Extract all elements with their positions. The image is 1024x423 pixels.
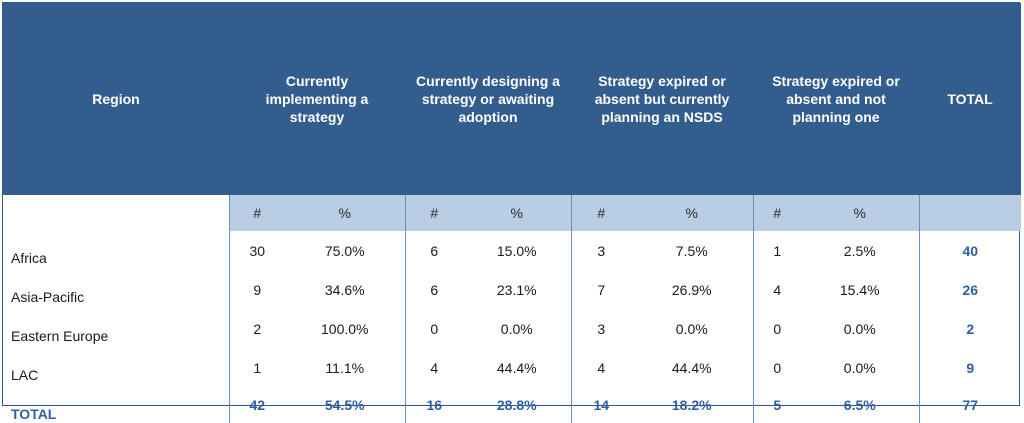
- total-count: 5: [752, 387, 801, 423]
- subheader-count: #: [404, 195, 463, 231]
- subheader-blank: [3, 195, 229, 231]
- table-row: LAC 1 11.1% 4 44.4% 4 44.4% 0 0.0% 9: [3, 348, 1021, 387]
- cell-count: 6: [404, 231, 463, 270]
- cell-count: 0: [752, 348, 801, 387]
- cell-count: 4: [570, 348, 631, 387]
- cell-total: 9: [918, 348, 1021, 387]
- cell-pct: 75.0%: [324, 242, 365, 259]
- total-count: 16: [404, 387, 463, 423]
- data-table: Region Currently implementing a strategy…: [3, 3, 1021, 423]
- total-count: 42: [228, 387, 285, 423]
- header-implementing: Currently implementing a strategy: [229, 3, 405, 195]
- cell-count: 7: [570, 270, 631, 309]
- total-pct: 54.5%: [324, 397, 365, 413]
- row-region: LAC: [11, 367, 39, 383]
- cell-count: 0: [752, 309, 801, 348]
- cell-pct: 0.0%: [843, 320, 876, 337]
- subheader-count: #: [752, 195, 801, 231]
- total-pct: 18.2%: [671, 397, 712, 413]
- cell-count: 2: [228, 309, 285, 348]
- cell-pct: 15.0%: [496, 242, 537, 259]
- row-region: Africa: [11, 250, 47, 266]
- header-region: Region: [3, 3, 229, 195]
- cell-total: 26: [918, 270, 1021, 309]
- subheader-pct: %: [285, 195, 405, 231]
- header-designing: Currently designing a strategy or awaiti…: [405, 3, 571, 195]
- cell-pct: 7.5%: [675, 242, 708, 259]
- cell-pct: 0.0%: [843, 359, 876, 376]
- cell-pct: 23.1%: [496, 281, 537, 298]
- cell-total: 2: [918, 309, 1021, 348]
- cell-count: 3: [570, 231, 631, 270]
- grand-total: 77: [918, 387, 1021, 423]
- cell-count: 4: [752, 270, 801, 309]
- subheader-count: #: [228, 195, 285, 231]
- table-row: Asia-Pacific 9 34.6% 6 23.1% 7 26.9% 4 1…: [3, 270, 1021, 309]
- total-pct: 6.5%: [843, 397, 876, 413]
- subheader-pct: %: [463, 195, 571, 231]
- cell-count: 3: [570, 309, 631, 348]
- total-label: TOTAL: [11, 406, 57, 422]
- cell-count: 0: [404, 309, 463, 348]
- total-count: 14: [570, 387, 631, 423]
- subheader-pct: %: [801, 195, 919, 231]
- subheader-total-blank: [918, 195, 1021, 231]
- cell-count: 30: [228, 231, 285, 270]
- cell-count: 6: [404, 270, 463, 309]
- cell-pct: 0.0%: [675, 320, 708, 337]
- cell-pct: 2.5%: [843, 242, 876, 259]
- total-pct: 28.8%: [496, 397, 537, 413]
- cell-pct: 100.0%: [321, 320, 369, 337]
- header-expired-not-planning: Strategy expired or absent and not plann…: [753, 3, 919, 195]
- row-region: Eastern Europe: [11, 328, 109, 344]
- subheader-pct: %: [631, 195, 753, 231]
- cell-pct: 0.0%: [500, 320, 533, 337]
- header-designing-label: Currently designing a strategy or awaiti…: [416, 73, 560, 125]
- cell-pct: 34.6%: [324, 281, 365, 298]
- table-row: Eastern Europe 2 100.0% 0 0.0% 3 0.0% 0 …: [3, 309, 1021, 348]
- cell-pct: 44.4%: [496, 359, 537, 376]
- header-implementing-label: Currently implementing a strategy: [265, 73, 369, 125]
- header-expired-planning: Strategy expired or absent but currently…: [571, 3, 753, 195]
- total-row: TOTAL 42 54.5% 16 28.8% 14 18.2% 5 6.5% …: [3, 387, 1021, 423]
- subheader-row: # % # % # % # %: [3, 195, 1021, 231]
- table-row: Africa 30 75.0% 6 15.0% 3 7.5% 1 2.5% 40: [3, 231, 1021, 270]
- cell-pct: 26.9%: [671, 281, 712, 298]
- cell-count: 1: [752, 231, 801, 270]
- cell-pct: 44.4%: [671, 359, 712, 376]
- cell-count: 1: [228, 348, 285, 387]
- cell-total: 40: [918, 231, 1021, 270]
- cell-pct: 15.4%: [839, 281, 880, 298]
- cell-pct: 11.1%: [325, 359, 365, 376]
- header-expired-planning-label: Strategy expired or absent but currently…: [594, 73, 730, 125]
- header-row: Region Currently implementing a strategy…: [3, 3, 1021, 195]
- subheader-count: #: [570, 195, 631, 231]
- header-expired-not-planning-label: Strategy expired or absent and not plann…: [772, 73, 900, 125]
- cell-count: 9: [228, 270, 285, 309]
- header-total: TOTAL: [919, 3, 1021, 195]
- row-region: Asia-Pacific: [11, 289, 85, 305]
- cell-count: 4: [404, 348, 463, 387]
